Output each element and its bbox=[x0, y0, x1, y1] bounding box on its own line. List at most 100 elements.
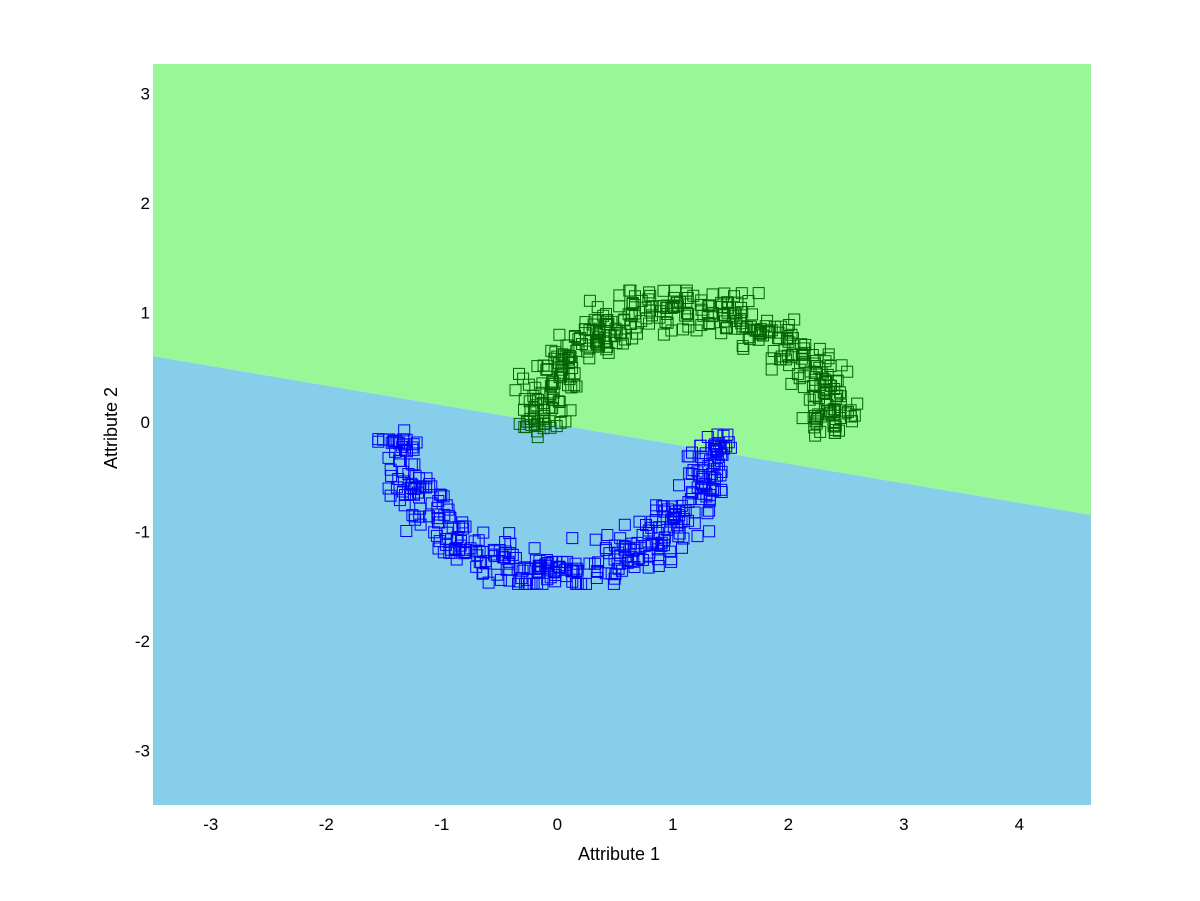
data-point bbox=[690, 324, 703, 337]
data-point bbox=[445, 533, 458, 546]
data-point bbox=[677, 323, 689, 336]
data-point bbox=[513, 367, 525, 380]
data-point bbox=[540, 363, 553, 376]
data-point bbox=[803, 393, 816, 406]
data-point bbox=[785, 328, 798, 341]
data-point bbox=[683, 450, 696, 463]
data-point bbox=[718, 442, 730, 455]
data-point bbox=[631, 553, 644, 566]
data-point bbox=[503, 563, 516, 576]
data-point bbox=[385, 436, 398, 449]
data-point bbox=[765, 363, 778, 376]
data-point bbox=[601, 529, 614, 541]
data-point bbox=[680, 295, 693, 308]
data-point bbox=[624, 318, 637, 330]
data-point bbox=[703, 489, 716, 502]
data-point bbox=[590, 327, 603, 340]
data-point bbox=[544, 421, 557, 434]
data-point bbox=[608, 539, 621, 552]
data-point bbox=[570, 344, 583, 357]
data-point bbox=[643, 286, 656, 299]
data-point bbox=[618, 333, 631, 346]
y-tick-label: 2 bbox=[141, 194, 150, 213]
data-point bbox=[665, 553, 678, 566]
data-point bbox=[631, 327, 643, 340]
data-point bbox=[746, 308, 758, 321]
data-point bbox=[554, 369, 567, 382]
data-point bbox=[751, 324, 764, 337]
data-point bbox=[657, 284, 670, 297]
data-point bbox=[653, 305, 666, 318]
data-point bbox=[456, 520, 469, 533]
data-point bbox=[453, 521, 466, 533]
x-tick-label: -1 bbox=[434, 815, 449, 834]
data-point bbox=[600, 343, 613, 356]
data-point bbox=[593, 339, 606, 352]
data-point bbox=[669, 505, 682, 518]
data-point bbox=[431, 512, 444, 525]
data-point bbox=[703, 525, 716, 538]
data-point bbox=[491, 568, 504, 581]
data-point bbox=[658, 531, 671, 544]
data-point bbox=[503, 527, 516, 540]
data-point bbox=[697, 452, 710, 465]
data-point bbox=[694, 439, 707, 452]
data-point bbox=[392, 473, 405, 485]
y-tick-label: -3 bbox=[135, 741, 150, 760]
data-point bbox=[619, 550, 632, 563]
data-point bbox=[579, 316, 592, 329]
data-point bbox=[774, 320, 787, 333]
data-point bbox=[682, 308, 694, 321]
data-point bbox=[602, 346, 615, 359]
data-point bbox=[638, 539, 651, 552]
data-point bbox=[544, 380, 557, 393]
data-point bbox=[398, 424, 411, 437]
data-point bbox=[565, 381, 578, 394]
data-point bbox=[599, 336, 612, 349]
data-point bbox=[527, 411, 540, 424]
data-point bbox=[679, 504, 692, 517]
data-point bbox=[628, 561, 641, 573]
data-point bbox=[537, 412, 550, 425]
y-tick-label: 1 bbox=[141, 303, 150, 322]
data-point bbox=[541, 363, 554, 376]
data-point bbox=[711, 428, 724, 441]
data-point bbox=[547, 393, 560, 406]
data-point bbox=[667, 291, 680, 304]
data-point bbox=[680, 287, 693, 300]
x-axis-ticks: -3 -2 -1 0 1 2 3 4 bbox=[203, 815, 1024, 834]
data-point bbox=[570, 562, 583, 575]
data-point bbox=[384, 463, 397, 476]
data-point bbox=[509, 384, 522, 397]
data-point bbox=[715, 296, 728, 309]
data-point bbox=[642, 524, 655, 537]
data-point bbox=[831, 374, 844, 387]
data-point bbox=[583, 352, 596, 365]
data-point bbox=[562, 379, 574, 392]
data-point bbox=[540, 554, 553, 566]
data-point bbox=[410, 436, 423, 449]
data-point bbox=[809, 367, 822, 380]
data-point bbox=[434, 488, 446, 501]
data-point bbox=[835, 359, 848, 372]
data-point bbox=[661, 316, 674, 329]
data-point bbox=[678, 512, 691, 525]
data-point bbox=[695, 478, 708, 491]
data-point bbox=[457, 547, 470, 560]
data-point bbox=[590, 572, 603, 584]
data-point bbox=[635, 294, 648, 307]
data-point bbox=[806, 380, 819, 392]
data-point bbox=[683, 467, 696, 480]
data-point bbox=[382, 482, 395, 495]
data-point bbox=[676, 541, 688, 554]
y-tick-label: 3 bbox=[141, 85, 150, 104]
data-point bbox=[383, 433, 396, 446]
data-point bbox=[592, 314, 605, 327]
data-point bbox=[557, 348, 570, 361]
data-point bbox=[527, 390, 540, 402]
data-point bbox=[622, 308, 635, 321]
data-point bbox=[541, 564, 554, 577]
series-1 bbox=[372, 424, 737, 590]
data-point bbox=[780, 353, 793, 366]
data-point bbox=[468, 535, 481, 548]
